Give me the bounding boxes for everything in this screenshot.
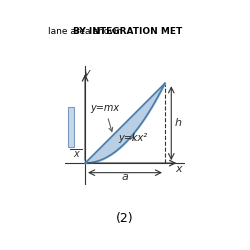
- Text: y=kx²: y=kx²: [118, 133, 148, 143]
- Text: BY INTEGRATION MET: BY INTEGRATION MET: [73, 28, 182, 36]
- FancyBboxPatch shape: [68, 107, 74, 147]
- Text: (2): (2): [116, 212, 134, 226]
- Text: x: x: [73, 148, 79, 158]
- Text: a: a: [122, 172, 128, 182]
- Text: y=mx: y=mx: [90, 103, 120, 132]
- Text: lane area shown: lane area shown: [48, 28, 125, 36]
- Text: h: h: [174, 118, 182, 128]
- Text: x: x: [175, 164, 182, 174]
- Text: y: y: [84, 68, 90, 78]
